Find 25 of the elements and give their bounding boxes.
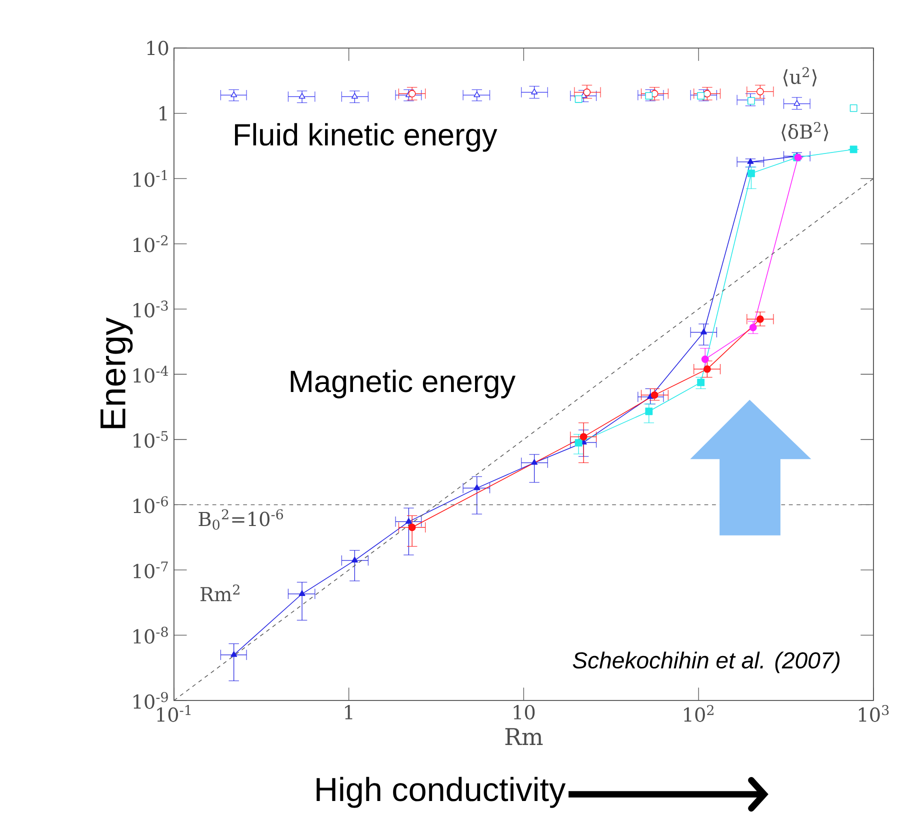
ref-line-label: B$_{0}$$^{2}$=10$^{-6}$ xyxy=(198,509,284,530)
y-tick-label: 10$^{-2}$ xyxy=(134,235,168,252)
annotation: Magnetic energy xyxy=(290,370,516,398)
annotation: Schekochihin et al. (2007) xyxy=(572,651,840,673)
y-tick-label: 10$^{-8}$ xyxy=(134,626,168,644)
y-tick-label: 10$^{-6}$ xyxy=(134,496,168,514)
x-tick-label: 1 xyxy=(345,704,352,720)
annotation: Fluid kinetic energy xyxy=(235,122,498,152)
text: High conductivity xyxy=(316,776,566,808)
y-axis-title: Energy xyxy=(100,317,133,428)
y-tick-label: 10$^{-9}$ xyxy=(134,692,168,709)
annotation: ⟨δB$^{2}$⟩ xyxy=(782,122,828,141)
x-tick-label: 10 xyxy=(514,704,535,720)
y-tick-label: 10 xyxy=(147,40,168,56)
x-tick-label: 10$^{3}$ xyxy=(858,704,889,722)
y-tick-label: 10$^{-7}$ xyxy=(134,561,168,578)
y-tick-label: 10$^{-4}$ xyxy=(134,366,168,383)
text: Rm$^{2}$ xyxy=(200,584,240,601)
y-tick-label: 1 xyxy=(160,106,167,120)
y-tick-label: 10$^{-3}$ xyxy=(134,300,168,318)
y-tick-label: 10$^{-1}$ xyxy=(134,170,167,187)
annotation: ⟨u$^{2}$⟩ xyxy=(783,66,817,86)
x-axis-title: Rm xyxy=(505,728,543,745)
y-tick-label: 10$^{-5}$ xyxy=(134,430,168,448)
x-tick-label: 10$^{2}$ xyxy=(684,704,714,722)
